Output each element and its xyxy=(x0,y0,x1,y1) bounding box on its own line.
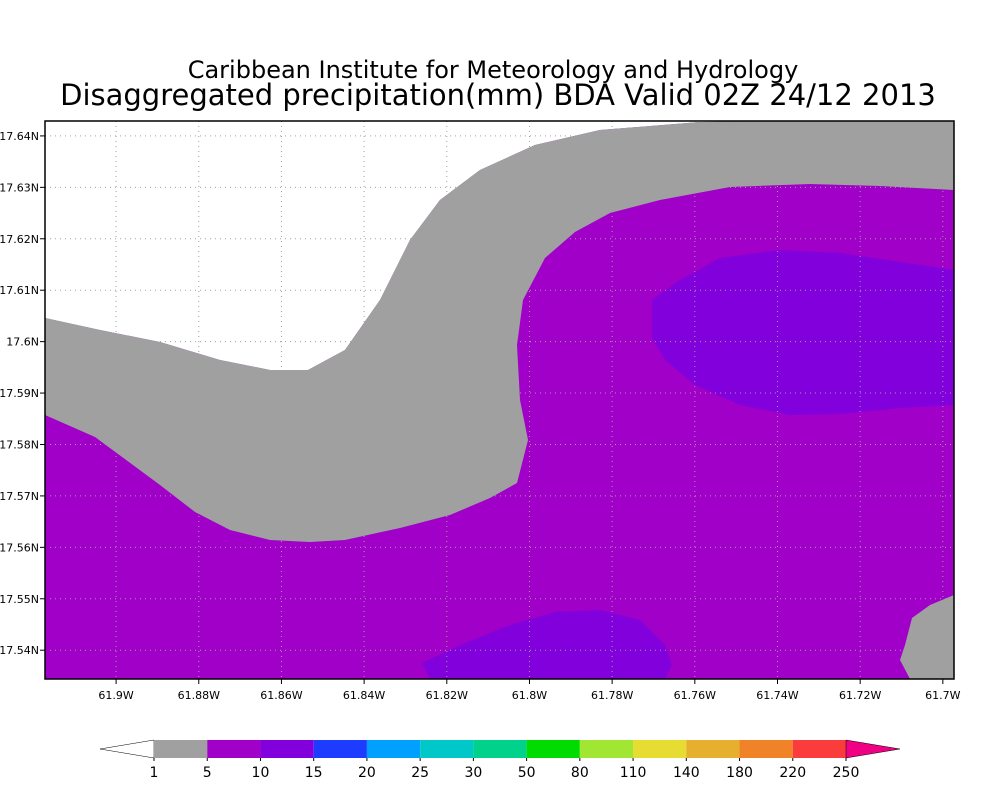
contour-fill xyxy=(422,610,672,679)
colorbar-cell xyxy=(792,740,846,758)
colorbar-cell xyxy=(99,739,155,759)
contour-fill xyxy=(900,595,954,679)
x-tick-label: 61.72W xyxy=(839,689,881,702)
colorbar-label: 15 xyxy=(305,765,323,781)
plot-frame xyxy=(44,120,955,680)
colorbar-cell xyxy=(260,740,314,758)
colorbar-label: 5 xyxy=(203,765,212,781)
x-tick-label: 61.74W xyxy=(756,689,798,702)
colorbar-label: 25 xyxy=(411,765,429,781)
colorbar-cell xyxy=(313,740,367,758)
y-tick-label: 17.6N xyxy=(6,336,39,349)
colorbar-cell xyxy=(154,740,208,758)
x-tick-label: 61.9W xyxy=(98,689,133,702)
colorbar-label: 1 xyxy=(150,765,159,781)
colorbar-label: 80 xyxy=(571,765,589,781)
colorbar-label: 250 xyxy=(833,765,860,781)
colorbar-label: 30 xyxy=(464,765,482,781)
x-tick-label: 61.7W xyxy=(925,689,960,702)
colorbar-cell xyxy=(207,740,261,758)
y-tick-label: 17.64N xyxy=(0,130,39,143)
y-tick-label: 17.56N xyxy=(0,541,39,554)
x-tick-label: 61.76W xyxy=(674,689,716,702)
colorbar-cell xyxy=(579,740,634,758)
colorbar-cell xyxy=(473,740,527,758)
x-tick-label: 61.84W xyxy=(343,689,385,702)
y-tick-label: 17.59N xyxy=(0,387,39,400)
x-tick-label: 61.82W xyxy=(426,689,468,702)
chart-title: Caribbean Institute for Meteorology and … xyxy=(188,56,799,84)
colorbar: 1 5 10 15 20 25 30 50 80 110 140 180 220 250 xyxy=(99,739,901,781)
colorbar-cell xyxy=(366,740,421,758)
colorbar-cell xyxy=(420,740,474,758)
x-tick-label: 61.8W xyxy=(512,689,547,702)
contour-fill xyxy=(45,121,790,370)
y-tick-label: 17.55N xyxy=(0,593,39,606)
colorbar-label: 10 xyxy=(252,765,270,781)
colorbar-label: 110 xyxy=(620,765,647,781)
x-tick-label: 61.78W xyxy=(591,689,633,702)
y-tick-label: 17.61N xyxy=(0,284,39,297)
y-tick-label: 17.63N xyxy=(0,181,39,194)
colorbar-cell xyxy=(633,740,687,758)
colorbar-cell xyxy=(845,739,901,759)
contour-fill xyxy=(652,250,954,415)
chart-subtitle: Disaggregated precipitation(mm) BDA Vali… xyxy=(60,78,936,112)
y-tick-label: 17.58N xyxy=(0,438,39,451)
contour-fill xyxy=(45,121,954,542)
y-tick-label: 17.57N xyxy=(0,490,39,503)
colorbar-label: 220 xyxy=(779,765,806,781)
colorbar-label: 140 xyxy=(673,765,700,781)
plot-area xyxy=(45,121,954,679)
x-tick-label: 61.88W xyxy=(178,689,220,702)
y-tick-label: 17.54N xyxy=(0,644,39,657)
colorbar-cell xyxy=(686,740,740,758)
colorbar-label: 50 xyxy=(518,765,536,781)
y-tick-label: 17.62N xyxy=(0,233,39,246)
colorbar-label: 20 xyxy=(358,765,376,781)
colorbar-cell xyxy=(526,740,580,758)
x-tick-label: 61.86W xyxy=(260,689,302,702)
colorbar-label: 180 xyxy=(726,765,753,781)
colorbar-cell xyxy=(739,740,793,758)
